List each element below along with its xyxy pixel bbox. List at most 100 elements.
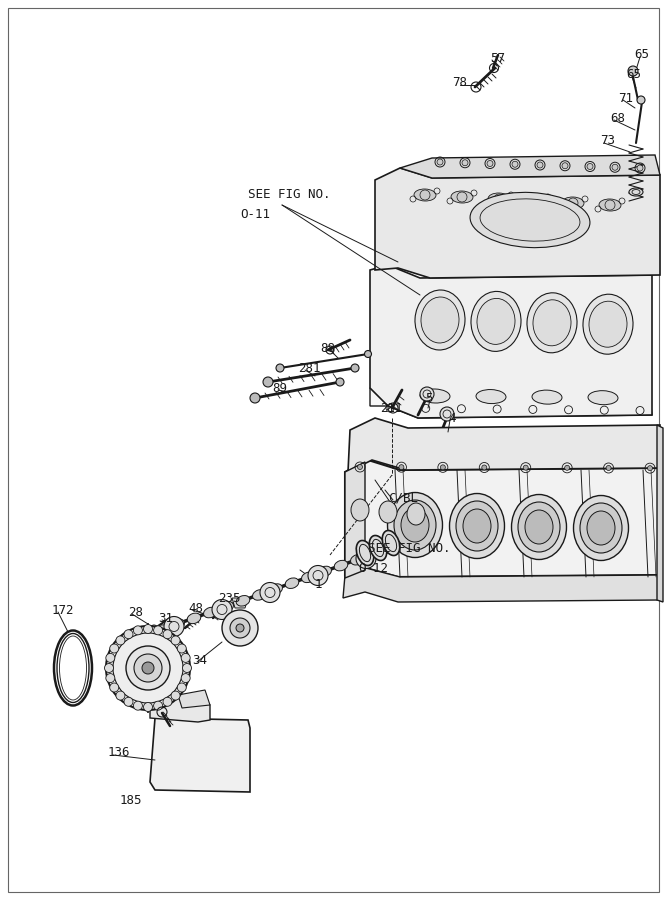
Circle shape — [230, 618, 250, 638]
Ellipse shape — [253, 590, 266, 600]
Ellipse shape — [583, 294, 633, 355]
Ellipse shape — [471, 292, 521, 351]
Circle shape — [587, 164, 593, 169]
Circle shape — [133, 626, 143, 634]
Text: O-12: O-12 — [358, 562, 388, 574]
Circle shape — [110, 644, 119, 653]
Ellipse shape — [203, 608, 217, 617]
Circle shape — [637, 165, 643, 171]
Circle shape — [181, 673, 190, 682]
Circle shape — [648, 465, 652, 471]
Circle shape — [183, 663, 191, 672]
Text: 68: 68 — [610, 112, 625, 124]
Circle shape — [612, 164, 618, 170]
Circle shape — [562, 163, 568, 169]
Circle shape — [163, 698, 172, 706]
Ellipse shape — [407, 503, 425, 525]
Polygon shape — [232, 598, 248, 608]
Ellipse shape — [477, 299, 515, 345]
Circle shape — [351, 364, 359, 372]
Circle shape — [143, 625, 153, 634]
Text: 5: 5 — [425, 392, 432, 404]
Text: 281: 281 — [298, 362, 321, 374]
Ellipse shape — [401, 508, 429, 542]
Circle shape — [487, 160, 493, 166]
Circle shape — [171, 691, 180, 700]
Circle shape — [124, 698, 133, 706]
Polygon shape — [657, 425, 663, 602]
Text: 136: 136 — [108, 745, 131, 759]
Circle shape — [164, 616, 184, 636]
Circle shape — [212, 599, 232, 619]
Text: 31: 31 — [158, 611, 173, 625]
Text: 89: 89 — [272, 382, 287, 394]
Circle shape — [106, 653, 115, 662]
Text: 211: 211 — [380, 401, 402, 415]
Ellipse shape — [527, 292, 577, 353]
Text: 28: 28 — [128, 606, 143, 618]
Ellipse shape — [351, 499, 369, 521]
Ellipse shape — [379, 501, 397, 523]
Text: SEE FIG NO.: SEE FIG NO. — [368, 542, 450, 554]
Polygon shape — [375, 168, 660, 278]
Text: 65: 65 — [634, 49, 649, 61]
Ellipse shape — [236, 596, 250, 606]
Text: 71: 71 — [618, 92, 633, 104]
Polygon shape — [343, 568, 660, 602]
Ellipse shape — [370, 536, 387, 561]
Circle shape — [523, 465, 528, 470]
Circle shape — [116, 636, 125, 645]
Circle shape — [142, 662, 154, 674]
Ellipse shape — [574, 496, 628, 561]
Ellipse shape — [356, 541, 374, 565]
Circle shape — [437, 159, 443, 165]
Ellipse shape — [318, 566, 331, 577]
Circle shape — [537, 162, 543, 168]
Ellipse shape — [533, 300, 571, 346]
Polygon shape — [370, 265, 652, 418]
Ellipse shape — [414, 189, 436, 201]
Text: 78: 78 — [452, 76, 467, 89]
Ellipse shape — [285, 578, 299, 589]
Text: 73: 73 — [600, 133, 615, 147]
Ellipse shape — [269, 584, 282, 594]
Circle shape — [177, 683, 186, 692]
Circle shape — [420, 387, 434, 401]
Text: C/BL: C/BL — [388, 491, 418, 505]
Circle shape — [134, 654, 162, 682]
Text: O-11: O-11 — [240, 209, 270, 221]
Ellipse shape — [589, 302, 627, 347]
Circle shape — [113, 633, 183, 703]
Circle shape — [565, 465, 570, 471]
Polygon shape — [345, 462, 365, 578]
Circle shape — [181, 653, 190, 662]
Text: 172: 172 — [52, 604, 75, 617]
Ellipse shape — [388, 492, 442, 557]
Circle shape — [260, 582, 280, 602]
Ellipse shape — [382, 530, 400, 555]
Ellipse shape — [512, 494, 566, 560]
Ellipse shape — [171, 619, 185, 629]
Polygon shape — [178, 690, 210, 708]
Ellipse shape — [367, 549, 380, 559]
Circle shape — [358, 464, 362, 470]
Circle shape — [236, 624, 244, 632]
Polygon shape — [150, 718, 250, 792]
Ellipse shape — [532, 390, 562, 404]
Ellipse shape — [334, 561, 348, 571]
Circle shape — [263, 377, 273, 387]
Ellipse shape — [463, 509, 491, 543]
Circle shape — [308, 565, 328, 586]
Circle shape — [628, 66, 638, 76]
Ellipse shape — [384, 543, 397, 553]
Ellipse shape — [588, 391, 618, 405]
Circle shape — [153, 701, 163, 710]
Circle shape — [105, 663, 113, 672]
Circle shape — [512, 161, 518, 167]
Ellipse shape — [420, 389, 450, 403]
Text: 88: 88 — [320, 341, 335, 355]
Ellipse shape — [138, 631, 152, 642]
Circle shape — [440, 407, 454, 421]
Polygon shape — [400, 155, 660, 178]
Circle shape — [222, 610, 258, 646]
